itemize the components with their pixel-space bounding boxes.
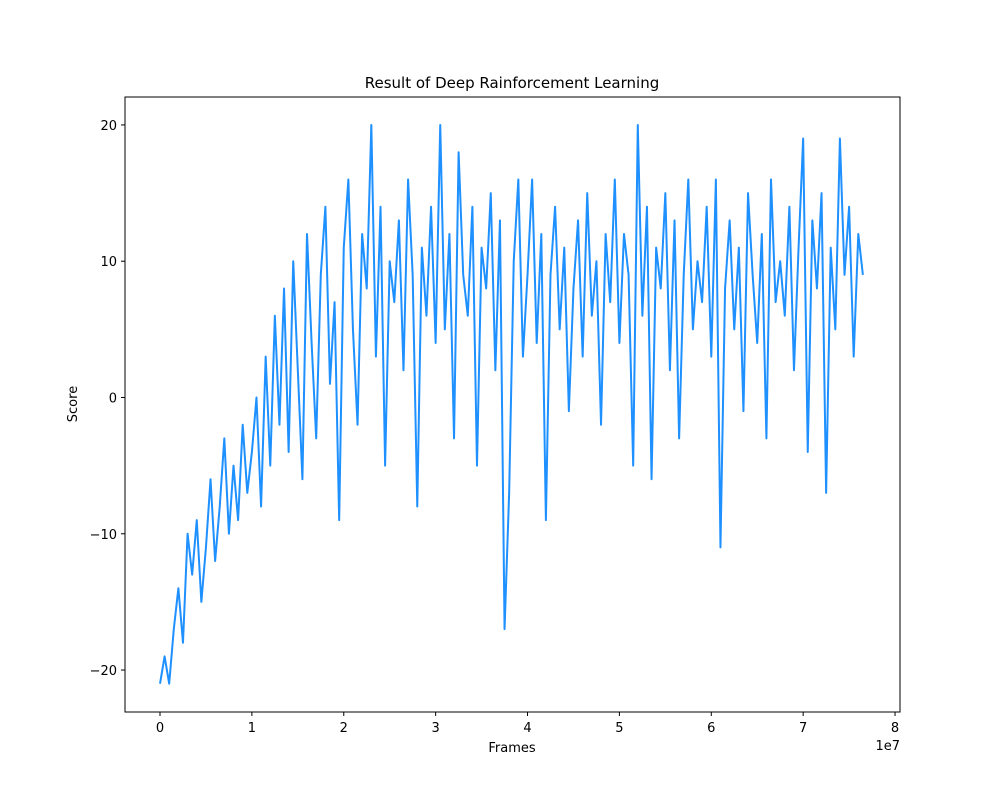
x-tick-label: 5 [615,721,623,736]
y-axis-label: Score [66,386,81,422]
y-tick-label: −20 [90,664,117,679]
x-axis-label: Frames [488,741,536,756]
x-tick-label: 4 [523,721,531,736]
x-tick-label: 0 [156,721,164,736]
y-tick-label: 10 [100,255,117,270]
x-tick-label: 1 [248,721,256,736]
x-tick-label: 3 [432,721,440,736]
x-tick-label: 2 [340,721,348,736]
x-tick-label: 6 [707,721,715,736]
chart-title: Result of Deep Rainforcement Learning [365,74,660,92]
y-tick-label: 20 [100,119,117,134]
y-tick-label: 0 [109,391,117,406]
x-tick-label: 7 [799,721,807,736]
y-tick-label: −10 [90,528,117,543]
x-offset-label: 1e7 [875,739,900,754]
x-tick-label: 8 [891,721,899,736]
plot-frame [124,96,901,713]
line-series [159,123,864,685]
